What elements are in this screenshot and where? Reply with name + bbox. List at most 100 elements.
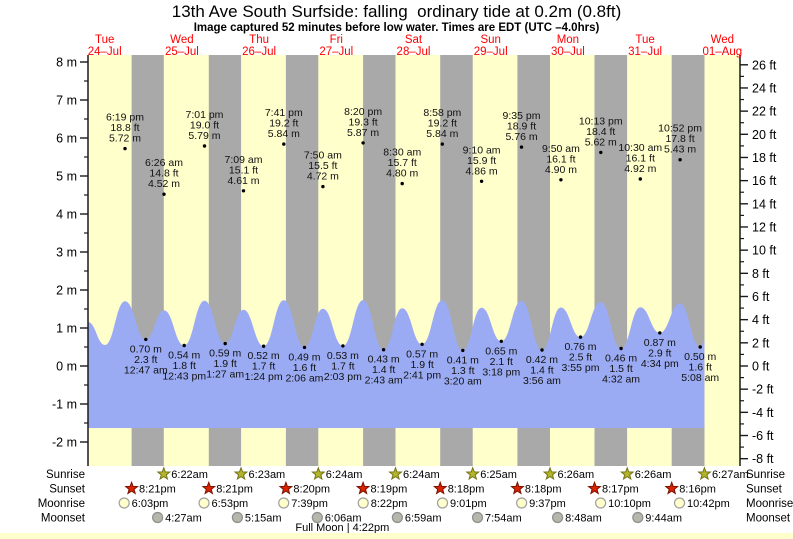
sunrise-time: 6:24am (326, 469, 363, 481)
low-tide-label-line: 2:41 pm (403, 369, 441, 381)
full-moon-label: Full Moon | 4:22pm (295, 522, 389, 534)
day-weekday-label: Wed (711, 34, 734, 46)
low-tide-label-line: 2.1 ft (490, 356, 513, 368)
low-tide-label-line: 2.9 ft (648, 347, 671, 359)
low-tide-marker (223, 341, 227, 346)
day-date-label: 01–Aug (702, 46, 742, 58)
moonset-time: 5:15am (245, 513, 282, 525)
astro-row-label-left: Sunset (49, 484, 86, 496)
low-tide-label-line: 2.5 ft (569, 352, 592, 364)
sunset-time: 8:19pm (371, 484, 408, 496)
low-tide-label-line: 0.53 m (327, 350, 359, 362)
right-axis-label: 0 ft (752, 360, 770, 374)
left-axis-label: 8 m (56, 56, 77, 70)
astro-row-label-right: Sunrise (746, 469, 785, 481)
high-tide-label-line: 4.61 m (227, 175, 259, 187)
moonset-time: 4:27am (165, 513, 202, 525)
sunset-icon (432, 480, 448, 495)
high-tide-label-line: 5.84 m (426, 128, 458, 140)
high-tide-label-line: 5.87 m (347, 127, 379, 139)
right-axis-label: -6 ft (752, 429, 774, 443)
low-tide-marker (540, 348, 544, 352)
high-tide-marker (321, 184, 325, 189)
high-tide-label-line: 9:50 am (542, 143, 580, 155)
high-tide-marker (400, 181, 404, 186)
low-tide-marker (698, 345, 702, 349)
high-tide-label-line: 4.80 m (386, 168, 418, 180)
high-tide-label-line: 10:52 pm (658, 123, 702, 135)
low-tide-label-line: 1.7 ft (252, 361, 275, 373)
high-tide-label-line: 4.92 m (624, 163, 656, 175)
sunrise-icon (311, 466, 326, 481)
high-tide-label-line: 18.8 ft (110, 122, 139, 134)
low-tide-label-line: 0.52 m (248, 350, 280, 362)
high-tide-marker (202, 144, 207, 148)
high-tide-marker (241, 189, 246, 193)
right-axis-label: 4 ft (752, 313, 770, 327)
low-tide-label-line: 1.6 ft (689, 362, 712, 374)
astro-row-label-right: Moonrise (746, 498, 793, 510)
high-tide-label-line: 19.2 ft (428, 118, 457, 130)
high-tide-label-line: 15.7 ft (388, 157, 417, 169)
right-axis-label: 18 ft (752, 151, 777, 165)
page-title: 13th Ave South Surfside: falling ordinar… (171, 2, 622, 21)
high-tide-label-line: 8:58 pm (423, 107, 461, 119)
moonset-icon (231, 511, 243, 524)
high-tide-label-line: 7:41 pm (265, 107, 303, 119)
high-tide-label-line: 10:30 am (618, 142, 662, 154)
high-tide-label-line: 5.72 m (109, 133, 141, 145)
high-tide-label-line: 4.72 m (307, 171, 339, 183)
low-tide-marker (381, 348, 386, 352)
right-axis-label: 20 ft (752, 128, 777, 142)
moonset-icon (632, 511, 644, 524)
moonrise-time: 8:22pm (371, 498, 408, 510)
low-tide-marker (261, 344, 266, 348)
low-tide-label-line: 0.70 m (130, 343, 162, 355)
high-tide-label-line: 5.76 m (505, 131, 537, 143)
low-tide-label-line: 2:06 am (285, 372, 323, 384)
right-axis-label: 14 ft (752, 197, 777, 211)
high-tide-label-line: 14.8 ft (149, 168, 178, 180)
high-tide-marker (678, 158, 682, 162)
high-tide-label-line: 19.3 ft (349, 116, 378, 128)
right-axis-label: 26 ft (752, 58, 777, 72)
low-tide-label-line: 0.76 m (564, 341, 596, 353)
low-tide-label-line: 4:34 pm (641, 358, 679, 370)
right-axis-label: -2 ft (752, 383, 774, 397)
sunrise-icon (233, 466, 249, 481)
moonrise-icon (198, 497, 210, 509)
sunrise-icon (542, 466, 558, 481)
low-tide-label-line: 1.8 ft (173, 360, 196, 372)
left-axis-label: -1 m (52, 398, 77, 412)
low-tide-label-line: 1.5 ft (609, 363, 632, 375)
high-tide-marker (162, 192, 166, 196)
high-tide-marker (479, 179, 484, 183)
right-axis-label: 12 ft (752, 220, 777, 234)
sunset-icon (355, 480, 371, 495)
low-tide-label-line: 0.59 m (209, 348, 241, 360)
day-date-label: 28–Jul (397, 46, 431, 58)
sunrise-icon (465, 466, 480, 481)
high-tide-label-line: 7:09 am (225, 154, 263, 166)
day-weekday-label: Fri (330, 34, 343, 46)
low-tide-marker (182, 343, 186, 348)
sunset-time: 8:18pm (448, 484, 485, 496)
low-tide-label-line: 0.46 m (605, 353, 637, 365)
high-tide-label-line: 5.79 m (188, 130, 220, 142)
moonrise-icon (436, 497, 449, 509)
astro-row-label-right: Moonset (746, 513, 791, 525)
moonrise-time: 10:10pm (608, 498, 651, 510)
day-weekday-label: Thu (249, 34, 269, 46)
low-tide-label-line: 5:08 am (681, 372, 719, 384)
right-axis-label: 24 ft (752, 81, 777, 95)
sunrise-time: 6:26am (635, 469, 672, 481)
low-tide-label-line: 0.54 m (168, 349, 200, 361)
low-tide-label-line: 2.3 ft (134, 354, 157, 366)
day-date-label: 30–Jul (551, 46, 585, 58)
high-tide-label-line: 18.9 ft (507, 121, 536, 133)
left-axis-label: 1 m (56, 322, 77, 336)
high-tide-label-line: 15.1 ft (229, 164, 258, 176)
sunset-time: 8:17pm (602, 484, 639, 496)
right-axis-label: 8 ft (752, 267, 770, 281)
